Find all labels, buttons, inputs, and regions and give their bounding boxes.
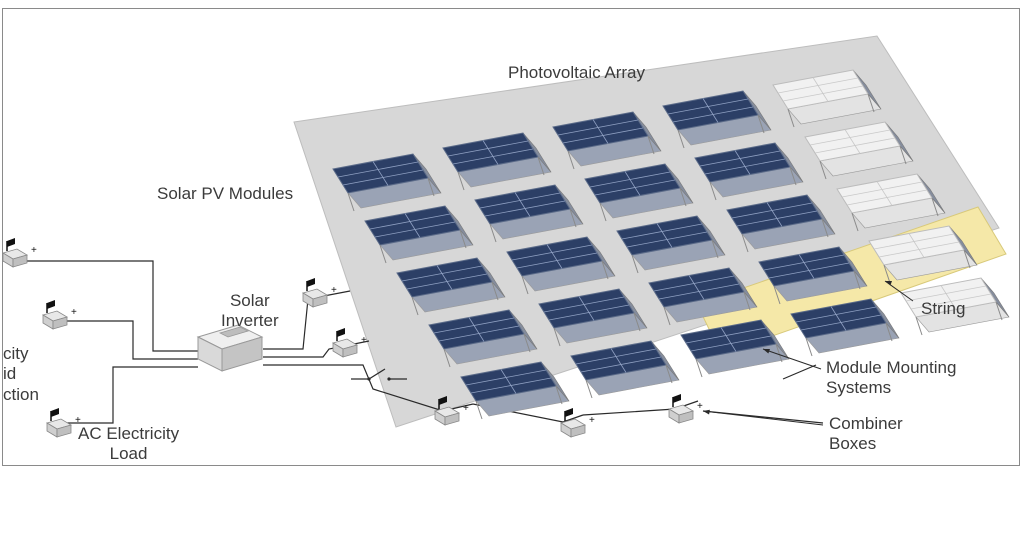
label-ac-load: AC Electricity Load — [78, 424, 179, 465]
label-mounting: Module Mounting Systems — [826, 358, 956, 399]
label-grid: city id ction — [3, 344, 39, 405]
diagram-frame: + + + + + + + + Photovoltaic Array Solar PV Mod… — [2, 8, 1020, 466]
svg-text:+: + — [361, 335, 367, 346]
label-combiner: Combiner Boxes — [829, 414, 903, 455]
svg-text:+: + — [589, 415, 595, 426]
junction-box: + — [303, 278, 337, 307]
leader-combiner — [703, 411, 823, 425]
junction-box: + — [561, 408, 595, 437]
label-array-title: Photovoltaic Array — [508, 63, 645, 83]
junction-box: + — [333, 328, 367, 357]
junction-box: + — [669, 394, 703, 423]
label-inverter: Solar Inverter — [221, 291, 279, 332]
junction-box: + — [3, 238, 37, 267]
svg-text:+: + — [71, 307, 77, 318]
solar-inverter — [198, 325, 262, 371]
svg-text:+: + — [331, 285, 337, 296]
svg-text:+: + — [463, 403, 469, 414]
label-modules: Solar PV Modules — [157, 184, 293, 204]
junction-box: + — [47, 408, 81, 437]
svg-text:+: + — [31, 245, 37, 256]
label-string: String — [921, 299, 965, 319]
svg-text:+: + — [697, 401, 703, 412]
junction-box: + — [43, 300, 77, 329]
